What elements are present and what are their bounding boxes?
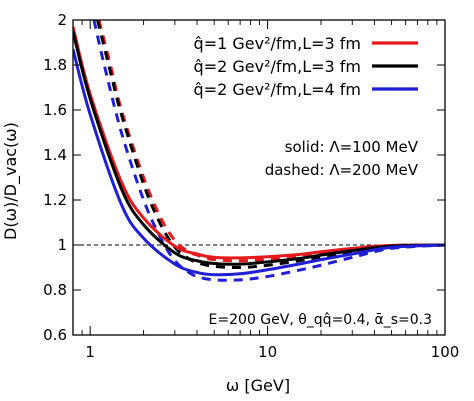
y-tick-label-3: 1.2 [43, 191, 67, 209]
y-tick-label-4: 1.4 [43, 146, 67, 164]
legend-entry-1: q̂=1 Gev²/fm,L=3 fm [194, 34, 418, 53]
x-axis-label: ω [GeV] [226, 376, 290, 395]
annotation-params: E=200 GeV, θ_qq̂=0.4, ᾱ_s=0.3 [209, 312, 432, 328]
series-line-2 [73, 48, 445, 277]
legend: q̂=1 Gev²/fm,L=3 fm q̂=2 Gev²/fm,L=3 fm … [194, 34, 418, 99]
x-tick-label-0: 1 [85, 343, 95, 361]
y-tick-label-0: 0.6 [43, 326, 67, 344]
annotation-dashed: dashed: Λ=200 MeV [265, 161, 419, 179]
ticks-layer: 0.6 0.8 1 1.2 1.4 1.6 1.8 2 1 10 100 [43, 11, 459, 361]
plot-frame [72, 19, 446, 336]
y-tick-label-6: 1.8 [43, 56, 67, 74]
annotation-solid: solid: Λ=100 MeV [285, 138, 419, 156]
series-layer [73, 20, 445, 282]
y-tick-label-2: 1 [57, 236, 67, 254]
y-tick-label-5: 1.6 [43, 101, 67, 119]
legend-label-3: q̂=2 Gev²/fm,L=4 fm [194, 80, 361, 99]
x-tick-label-2: 100 [431, 343, 460, 361]
series-line-5 [92, 20, 445, 282]
legend-label-2: q̂=2 Gev²/fm,L=3 fm [194, 57, 361, 76]
y-tick-label-7: 2 [57, 11, 67, 29]
legend-entry-2: q̂=2 Gev²/fm,L=3 fm [194, 57, 418, 76]
y-tick-label-1: 0.8 [43, 281, 67, 299]
legend-label-1: q̂=1 Gev²/fm,L=3 fm [194, 34, 361, 53]
x-tick-label-1: 10 [258, 343, 277, 361]
series-line-0 [73, 26, 445, 260]
y-axis-label: D(ω)/D_vac(ω) [1, 122, 21, 240]
series-line-1 [73, 30, 445, 266]
legend-entry-3: q̂=2 Gev²/fm,L=4 fm [194, 80, 418, 99]
